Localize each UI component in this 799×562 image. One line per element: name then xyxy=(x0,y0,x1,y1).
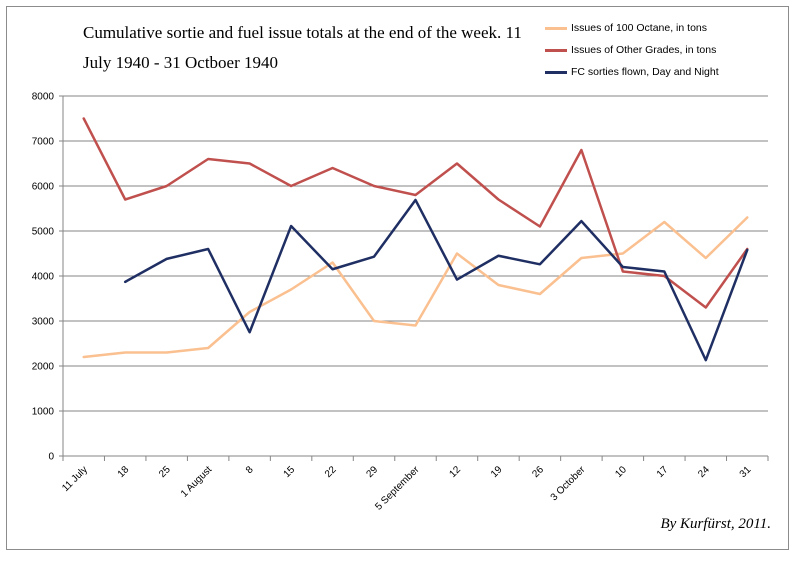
legend-label: Issues of 100 Octane, in tons xyxy=(571,22,707,34)
legend-swatch-fc-sorties xyxy=(545,70,567,74)
x-tick-label: 22 xyxy=(323,464,339,480)
x-tick-label: 19 xyxy=(489,464,505,480)
x-tick-label: 29 xyxy=(365,464,381,480)
x-tick-label: 24 xyxy=(696,464,712,480)
x-tick-label: 18 xyxy=(116,464,132,480)
legend: Issues of 100 Octane, in tons Issues of … xyxy=(545,17,785,83)
chart-frame xyxy=(6,6,789,550)
x-tick-label: 12 xyxy=(447,464,463,480)
series-line-1 xyxy=(82,216,749,359)
y-tick-label: 3000 xyxy=(32,317,55,328)
y-tick-label: 2000 xyxy=(32,362,55,373)
x-tick-label: 1 August xyxy=(179,464,214,499)
x-tick-label: 5 September xyxy=(373,464,422,513)
x-tick-label: 11 July xyxy=(60,464,90,494)
legend-swatch-100-octane xyxy=(545,26,567,30)
x-tick-label: 17 xyxy=(655,464,671,480)
x-tick-label: 8 xyxy=(244,464,256,476)
chart-title: Cumulative sortie and fuel issue totals … xyxy=(83,23,522,72)
series-line-2 xyxy=(82,117,749,309)
legend-item-other-grades: Issues of Other Grades, in tons xyxy=(545,39,785,61)
x-tick-label: 10 xyxy=(613,464,629,480)
legend-swatch-other-grades xyxy=(545,48,567,52)
y-tick-label: 7000 xyxy=(32,137,55,148)
y-tick-label: 1000 xyxy=(32,407,55,418)
legend-label: FC sorties flown, Day and Night xyxy=(571,66,719,78)
y-tick-label: 8000 xyxy=(32,92,55,103)
y-tick-label: 6000 xyxy=(32,182,55,193)
y-tick-label: 4000 xyxy=(32,272,55,283)
x-tick-label: 3 October xyxy=(549,464,588,503)
x-tick-label: 25 xyxy=(157,464,173,480)
y-tick-label: 0 xyxy=(48,452,54,463)
x-tick-label: 26 xyxy=(530,464,546,480)
legend-label: Issues of Other Grades, in tons xyxy=(571,44,717,56)
legend-item-fc-sorties: FC sorties flown, Day and Night xyxy=(545,61,785,83)
series-line-3 xyxy=(123,198,749,362)
legend-item-100-octane: Issues of 100 Octane, in tons xyxy=(545,17,785,39)
y-tick-label: 5000 xyxy=(32,227,55,238)
credit-text: By Kurfürst, 2011. xyxy=(660,516,771,532)
x-tick-label: 31 xyxy=(738,464,754,480)
x-tick-label: 15 xyxy=(282,464,298,480)
